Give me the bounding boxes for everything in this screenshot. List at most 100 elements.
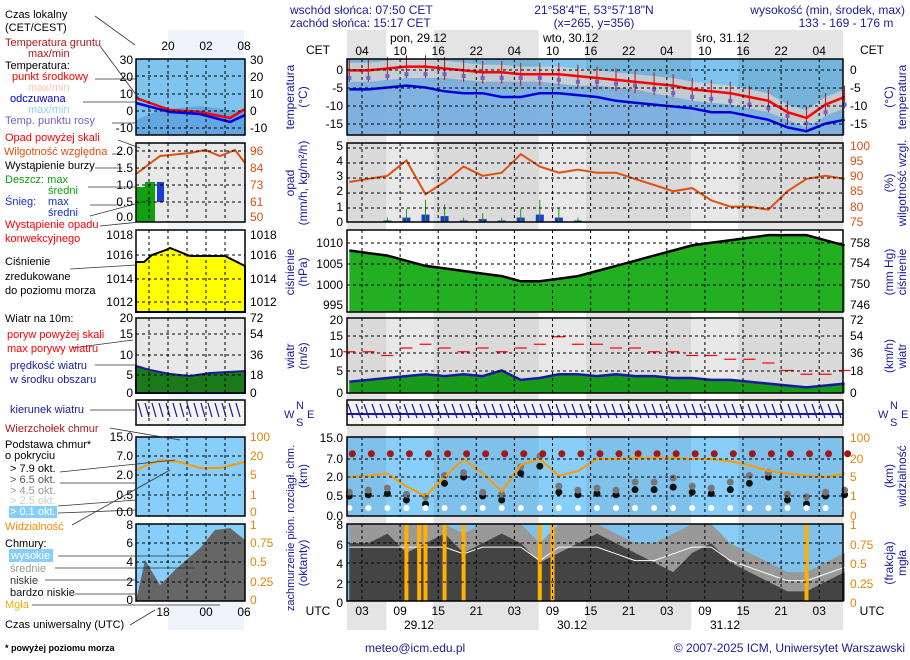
- wind-arrow: [747, 403, 754, 419]
- cloud-top-dot: [806, 450, 813, 458]
- mini-wind-arrow: [186, 402, 192, 418]
- cloud-base-dot-low: [365, 505, 372, 511]
- mini-wind-arrow: [144, 402, 150, 418]
- cloud-base-dot: [383, 484, 391, 492]
- wind-arrow: [427, 403, 434, 419]
- legend-leader-line: [99, 45, 141, 101]
- pressure-axis-unit: (hPa): [296, 257, 310, 286]
- temp-tick-left: -15: [326, 117, 344, 131]
- utc-hour-label: 21: [774, 604, 788, 618]
- compass-letter-right: S: [890, 417, 897, 429]
- mini-press-tick: 1014: [106, 272, 133, 286]
- mini-utc-hour: 18: [156, 605, 170, 619]
- wind-arrow: [539, 403, 546, 419]
- dew-point-mark: [823, 110, 828, 115]
- temp-tick-right: -10: [850, 99, 868, 113]
- pressure-tick: 1010: [316, 236, 343, 250]
- wind-tick: 10: [330, 346, 344, 360]
- mini-wind-tick: 20: [120, 311, 134, 325]
- cloud-top-dot: [520, 450, 528, 458]
- precip-tick: 4: [336, 154, 343, 168]
- mini-hum-tick: 84: [250, 161, 264, 175]
- wind-arrow: [763, 403, 770, 419]
- footer-email[interactable]: meteo@icm.edu.pl: [365, 641, 465, 655]
- r-fog-unit: (frakcja): [882, 541, 896, 584]
- cloud-top-dot: [367, 450, 375, 458]
- cloud-base-dot: [574, 486, 582, 494]
- legend-dew-point: Temp. punktu rosy: [5, 115, 95, 127]
- wind-kmh-tick: 18: [850, 364, 864, 378]
- wind-arrow: [619, 403, 626, 419]
- wind-arrow: [371, 403, 378, 419]
- legend-leader-line: [69, 264, 137, 270]
- mini-wind-tick-r: 36: [250, 348, 264, 362]
- dew-point-mark: [652, 87, 657, 92]
- legend-pressure: Ciśnienie: [5, 256, 50, 268]
- utc-hour-label: 15: [432, 604, 446, 618]
- legend-snow-mean: średni: [48, 207, 78, 219]
- legend-cloud-base: Podstawa chmur*: [5, 439, 92, 451]
- cloud-base-dot-low: [384, 505, 391, 511]
- mini-cloud-tick-r: 20: [250, 449, 264, 463]
- fog-tick: 1: [850, 518, 857, 532]
- cloud-base-dot-low: [727, 505, 734, 511]
- cloud-top-dot: [844, 450, 852, 458]
- panel-frame: [135, 317, 246, 394]
- wind-arrow: [475, 403, 482, 419]
- wind-arrow: [507, 403, 514, 419]
- dew-point-mark: [594, 79, 599, 84]
- cover-tick: 2: [336, 577, 343, 591]
- humidity-tick: 90: [850, 169, 864, 183]
- cloud-base-dot-low: [422, 505, 429, 511]
- wind-arrow: [643, 403, 650, 419]
- cloud-top-dot: [653, 450, 661, 458]
- fog-tick: 0: [850, 596, 857, 610]
- cet-hour-label: 04: [508, 44, 522, 58]
- elevation-values: 133 - 169 - 176 m: [799, 16, 894, 30]
- wind-arrow: [483, 403, 490, 419]
- legend-leader-line: [99, 221, 141, 227]
- utc-date-3: 31.12: [710, 618, 740, 632]
- cloud-top-dot: [786, 450, 794, 458]
- cloud-base-dot-low: [498, 505, 505, 511]
- mini-cloud-tick: 7.0: [116, 449, 133, 463]
- cloud-base-dot: [612, 486, 620, 494]
- mini-temp-tick-r: 0: [250, 104, 257, 118]
- wind-arrow: [579, 403, 586, 419]
- cloud-height-tick: 0.5: [326, 489, 343, 503]
- r-wind-title: wiatr: [895, 343, 909, 369]
- footnote: * powyżej poziomu morza: [5, 643, 116, 653]
- wind-arrow: [435, 403, 442, 419]
- dew-point-mark: [728, 98, 733, 103]
- elevation-label: wysokość (min, środek, max): [749, 3, 905, 17]
- visibility-tick: 1: [850, 489, 857, 503]
- dew-point-mark: [461, 74, 466, 79]
- cover-tick: 8: [336, 518, 343, 532]
- wind-kmh-tick: 36: [850, 346, 864, 360]
- sunrise-text: wschód słońca: 07:50 CET: [289, 3, 433, 17]
- mini-temp-tick: 20: [120, 70, 134, 84]
- panel-frame: [135, 58, 246, 136]
- legend-leader-line: [94, 15, 136, 46]
- utc-date-2: 30.12: [557, 618, 587, 632]
- visibility-tick: 0: [850, 509, 857, 523]
- mini-utc-hour: 00: [199, 605, 213, 619]
- fog-tick: 0.25: [850, 577, 874, 591]
- wind-arrow: [675, 403, 682, 419]
- cloud-base-dot: [364, 486, 372, 494]
- mini-wind-arrow: [151, 402, 157, 418]
- dew-point-mark: [556, 77, 561, 82]
- night-shade: [738, 318, 843, 393]
- legend-very-low: bardzo niskie: [10, 587, 75, 599]
- wind-tick: 15: [330, 329, 344, 343]
- r-vis-title: widzialność: [895, 445, 909, 507]
- legend-feels-like: odczuwana: [10, 93, 67, 105]
- legend-rain-mean: średni: [48, 185, 78, 197]
- legend-okt-25: > 2.5 okt.: [10, 495, 56, 507]
- mini-cloud-tick-r: 5: [250, 468, 257, 482]
- wind-arrow: [603, 403, 610, 419]
- wind-arrow: [499, 403, 506, 419]
- compass-letter-right: W: [878, 409, 889, 421]
- cloud-height-tick: 7.0: [326, 452, 343, 466]
